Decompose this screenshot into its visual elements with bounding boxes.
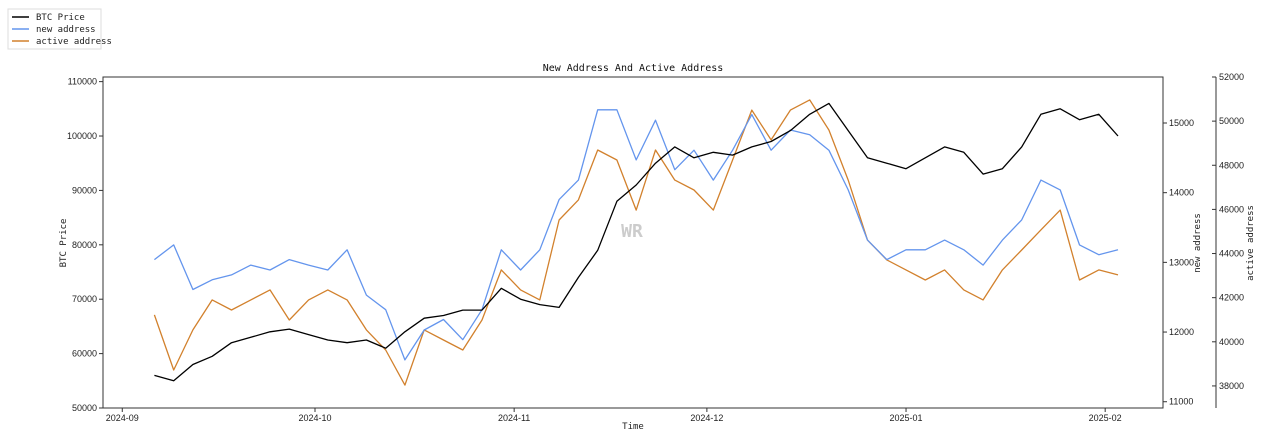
y-tick-label-active-address: 42000 (1219, 293, 1244, 303)
y-tick-label-active-address: 40000 (1219, 337, 1244, 347)
series-line-btc-price (154, 102, 1119, 382)
y-tick-label-new-address: 11000 (1169, 397, 1193, 407)
legend: BTC Price new address active address (7, 8, 112, 50)
x-tick-label: 2024-10 (298, 413, 331, 423)
y-axis-label-new-address: new address (1193, 213, 1203, 273)
series-line-active-address (153, 99, 1119, 386)
y-tick-label-active-address: 38000 (1219, 381, 1244, 391)
y-tick-label-btc: 110000 (68, 77, 97, 87)
y-tick-label-active-address: 44000 (1219, 249, 1244, 259)
y-tick-label-new-address: 14000 (1169, 188, 1194, 198)
x-tick-label: 2025-01 (890, 413, 923, 423)
y-axis-label-active-address: active address (1246, 205, 1256, 281)
y-tick-label-btc: 100000 (67, 131, 97, 141)
y-axis-label-btc: BTC Price (59, 219, 69, 268)
y-tick-label-new-address: 15000 (1169, 118, 1194, 128)
y-tick-label-btc: 90000 (72, 185, 97, 195)
legend-label-active: active address (36, 37, 112, 47)
x-tick-label: 2024-12 (690, 413, 723, 423)
series-line-new-address (154, 109, 1119, 361)
y-tick-label-btc: 60000 (72, 349, 97, 359)
series-layer (153, 99, 1119, 386)
y-tick-label-new-address: 12000 (1169, 327, 1194, 337)
x-tick-label: 2024-09 (106, 413, 139, 423)
y-tick-label-new-address: 13000 (1169, 257, 1194, 267)
y-tick-label-btc: 70000 (72, 294, 97, 304)
legend-label-btc: BTC Price (36, 13, 85, 23)
y-tick-label-active-address: 46000 (1219, 204, 1244, 214)
legend-label-new: new address (36, 25, 96, 35)
y-tick-label-btc: 80000 (72, 240, 97, 250)
x-tick-label: 2025-02 (1089, 413, 1122, 423)
chart-title: New Address And Active Address (543, 63, 724, 74)
y-tick-label-btc: 50000 (72, 403, 97, 413)
y-tick-label-active-address: 50000 (1219, 116, 1244, 126)
axes-layer: 2024-09 2024-10 2024-11 2024-12 2025-01 2025-… (67, 72, 1244, 423)
x-tick-label: 2024-11 (498, 413, 530, 423)
plot-frame (102, 76, 1164, 409)
watermark: WR (621, 221, 643, 242)
x-axis-label: Time (622, 422, 644, 432)
y-tick-label-active-address: 48000 (1219, 160, 1244, 170)
y-tick-label-active-address: 52000 (1219, 72, 1244, 82)
